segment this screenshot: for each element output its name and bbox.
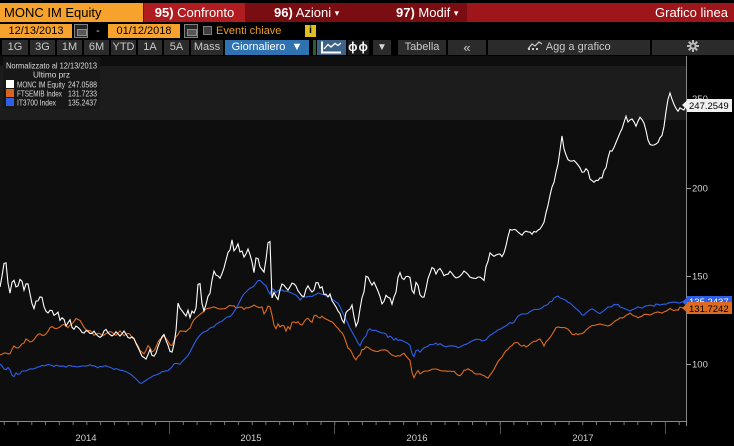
svg-text:131.7242: 131.7242 [689, 304, 729, 315]
svg-text:2016: 2016 [406, 433, 427, 444]
svg-text:2014: 2014 [75, 433, 96, 444]
svg-text:Normalizzato al 12/13/2013: Normalizzato al 12/13/2013 [6, 61, 97, 71]
svg-text:100: 100 [692, 360, 708, 371]
svg-text:247.0588: 247.0588 [68, 80, 97, 90]
svg-text:2015: 2015 [240, 433, 261, 444]
svg-text:150: 150 [692, 272, 708, 283]
svg-text:247.2549: 247.2549 [689, 101, 729, 112]
svg-text:2017: 2017 [572, 433, 593, 444]
svg-text:MONC IM Equity: MONC IM Equity [17, 80, 66, 90]
svg-text:IT3700 Index: IT3700 Index [17, 98, 57, 108]
svg-text:131.7233: 131.7233 [68, 89, 97, 99]
svg-text:Ultimo prz: Ultimo prz [33, 70, 70, 80]
svg-text:200: 200 [692, 184, 708, 195]
svg-text:135.2437: 135.2437 [68, 98, 97, 108]
svg-text:FTSEMIB Index: FTSEMIB Index [17, 89, 63, 99]
